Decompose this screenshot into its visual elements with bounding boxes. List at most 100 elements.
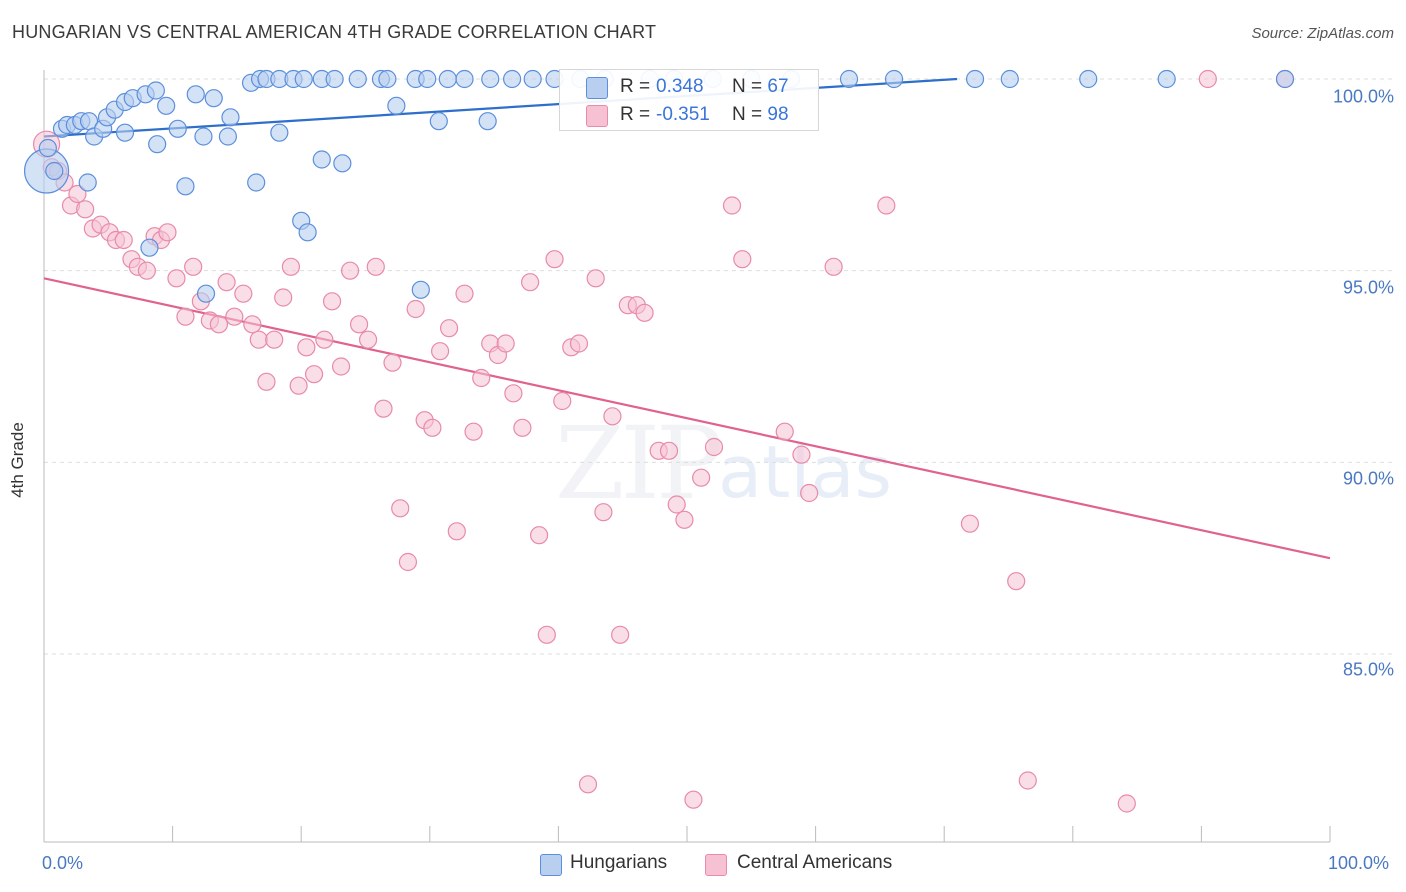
- hungarians-point: [312, 150, 331, 169]
- central-americans-point: [545, 250, 564, 269]
- legend-row-hungarians: R = 0.348 N = 67: [560, 74, 818, 102]
- hungarians-point: [333, 154, 352, 173]
- legend-r-label: R =: [620, 104, 651, 125]
- hungarians-point: [168, 119, 187, 138]
- hungarians-point: [157, 96, 176, 115]
- central-americans-point: [289, 376, 308, 395]
- legend-r-value: -0.351: [656, 104, 710, 125]
- central-americans-point: [225, 307, 244, 326]
- central-americans-point: [430, 342, 450, 361]
- central-americans-point: [176, 307, 195, 326]
- y-axis-label: 4th Grade: [8, 422, 27, 498]
- central-americans-point: [315, 330, 334, 349]
- hungarians-point: [348, 69, 367, 89]
- central-americans-point: [464, 422, 483, 441]
- central-americans-point: [349, 315, 369, 334]
- legend-swatch-blue: [586, 77, 608, 99]
- central-americans-point: [675, 510, 694, 529]
- hungarians-point: [247, 173, 266, 192]
- central-americans-point: [1117, 794, 1136, 813]
- central-americans-point: [1198, 69, 1217, 89]
- central-americans-point: [800, 483, 819, 503]
- legend-n-value: 98: [767, 104, 789, 125]
- central-americans-point: [659, 441, 679, 460]
- central-americans-point: [1007, 572, 1026, 591]
- central-americans-point: [234, 284, 253, 303]
- chart-title: HUNGARIAN VS CENTRAL AMERICAN 4TH GRADE …: [12, 22, 657, 42]
- central-americans-point: [358, 330, 378, 349]
- hungarians-point: [270, 123, 289, 142]
- central-americans-point: [322, 292, 342, 311]
- legend-n-label: N = 98: [732, 104, 789, 126]
- hungarians-point: [294, 69, 313, 89]
- hungarians-point: [1000, 69, 1019, 89]
- central-americans-point: [391, 499, 410, 518]
- central-americans-point: [447, 522, 466, 541]
- central-americans-point: [137, 261, 156, 280]
- central-americans-point: [68, 184, 87, 204]
- hungarians-point: [218, 127, 237, 146]
- legend-r-label: R =: [620, 76, 651, 97]
- central-americans-point: [704, 437, 724, 457]
- y-tick-label: 95.0%: [1342, 277, 1394, 298]
- central-americans-point: [504, 384, 523, 403]
- hungarians-point: [1275, 69, 1295, 89]
- hungarians-point: [503, 69, 522, 89]
- central-americans-point: [281, 257, 301, 276]
- watermark-zip: ZIP: [555, 405, 723, 522]
- central-americans-point: [398, 552, 418, 572]
- bottom-legend-label: Hungarians: [570, 852, 668, 873]
- hungarians-point: [176, 177, 195, 196]
- x-tick-label: 0.0%: [42, 853, 84, 873]
- hungarians-point: [438, 69, 457, 89]
- central-americans-point: [513, 418, 532, 437]
- central-americans-point: [877, 196, 896, 215]
- central-americans-point: [586, 269, 605, 288]
- central-americans-point: [496, 334, 515, 353]
- hungarians-point: [839, 69, 859, 89]
- central-americans-point: [304, 365, 324, 384]
- central-americans-point: [265, 330, 284, 349]
- central-americans-point: [167, 269, 186, 288]
- central-americans-point: [537, 625, 556, 644]
- central-americans-point: [423, 418, 442, 437]
- central-americans-point: [331, 357, 351, 376]
- bottom-legend-swatch-blue: [540, 854, 562, 876]
- central-americans-point: [184, 257, 203, 276]
- central-americans-point: [733, 250, 752, 269]
- hungarians-point: [115, 123, 135, 142]
- central-americans-point: [383, 353, 402, 372]
- legend-n-value: 67: [767, 76, 789, 97]
- hungarians-point: [1157, 69, 1176, 89]
- y-tick-label: 100.0%: [1332, 86, 1394, 107]
- hungarians-point: [387, 96, 406, 115]
- central-americans-point: [692, 468, 711, 487]
- legend-row-central-americans: R = -0.351 N = 98: [560, 102, 818, 130]
- legend-n-label: N = 67: [732, 76, 789, 98]
- hungarians-point: [418, 69, 437, 89]
- legend-swatch-pink: [586, 105, 608, 127]
- hungarians-point: [146, 81, 165, 100]
- hungarians-point: [78, 173, 97, 192]
- hungarians-point: [194, 127, 213, 146]
- central-americans-point: [530, 526, 549, 545]
- legend-n-text: N =: [732, 104, 768, 125]
- central-americans-point: [611, 625, 630, 644]
- central-americans-point: [274, 288, 293, 307]
- central-americans-point: [667, 495, 686, 514]
- x-tick-label: 100.0%: [1328, 853, 1390, 873]
- central-americans-point: [243, 315, 262, 334]
- bottom-legend-swatch-pink: [705, 854, 727, 876]
- hungarians-point: [523, 69, 542, 89]
- hungarians-point: [298, 223, 317, 242]
- central-americans-point: [594, 503, 613, 522]
- hungarians-point: [481, 69, 500, 89]
- axes: [43, 70, 1331, 843]
- gridlines: [44, 78, 1392, 655]
- hungarians-point: [378, 69, 397, 89]
- central-americans-point: [578, 775, 598, 794]
- central-americans-point: [455, 284, 474, 303]
- central-americans-point: [722, 196, 742, 215]
- central-americans-point: [249, 330, 268, 349]
